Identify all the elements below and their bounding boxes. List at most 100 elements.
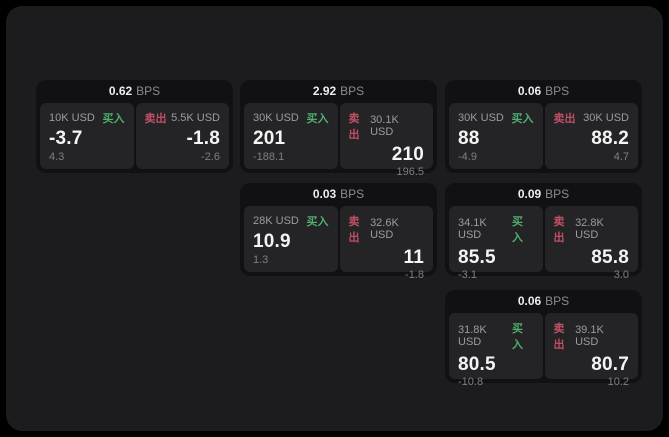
bps-unit-label: BPS — [340, 187, 365, 201]
sell-side-label: 卖出 — [553, 113, 576, 125]
buy-amount: 30K USD — [458, 112, 504, 124]
bps-unit-label: BPS — [340, 84, 365, 98]
buy-change: -188.1 — [253, 151, 285, 163]
sell-tile[interactable]: 卖出 32.6K USD 11 -1.8 — [339, 206, 433, 281]
sell-side-label: 卖出 — [553, 216, 565, 244]
buy-amount: 28K USD — [253, 215, 299, 227]
buy-change: -3.1 — [458, 268, 477, 281]
sell-amount: 32.8K USD — [575, 217, 604, 241]
buy-meta-row: 30K USD 买入 — [458, 110, 534, 126]
bps-header: 0.62 BPS — [40, 80, 229, 103]
bps-header: 0.03 BPS — [244, 183, 433, 206]
buy-side-label: 买入 — [511, 113, 534, 125]
buy-side-label: 买入 — [511, 323, 523, 351]
bps-unit-label: BPS — [545, 187, 570, 201]
buy-price: -3.7 — [49, 128, 83, 149]
sell-price: 80.7 — [591, 354, 629, 375]
buy-side-label: 买入 — [306, 113, 329, 125]
sell-price: 11 — [403, 247, 424, 268]
sell-price: -1.8 — [186, 128, 220, 149]
bps-value: 0.06 — [517, 294, 542, 308]
buy-tile[interactable]: 31.8K USD 买入 80.5 -10.8 — [449, 313, 543, 388]
sell-meta-row: 卖出 39.1K USD — [554, 320, 630, 352]
sell-tile[interactable]: 卖出 39.1K USD 80.7 10.2 — [544, 313, 638, 388]
quote-card: 0.62 BPS 10K USD 买入 -3.7 4.3 卖出 5.5K USD… — [36, 80, 233, 173]
sell-change: 3.0 — [613, 268, 629, 281]
bps-value: 0.62 — [108, 84, 133, 98]
bps-value: 2.92 — [312, 84, 337, 98]
bps-unit-label: BPS — [545, 84, 570, 98]
price-tiles: 30K USD 买入 88 -4.9 卖出 30K USD 88.2 4.7 — [449, 103, 638, 169]
buy-meta-row: 34.1K USD 买入 — [458, 213, 534, 245]
bps-unit-label: BPS — [136, 84, 161, 98]
bps-value: 0.03 — [312, 187, 337, 201]
bps-value: 0.06 — [517, 84, 542, 98]
buy-change: -10.8 — [458, 375, 484, 388]
sell-change: 4.7 — [613, 151, 629, 163]
sell-change: -1.8 — [405, 268, 424, 281]
sell-amount: 5.5K USD — [171, 112, 220, 124]
buy-tile[interactable]: 30K USD 买入 201 -188.1 — [244, 103, 338, 169]
buy-side-label: 买入 — [306, 216, 329, 228]
buy-price: 10.9 — [253, 231, 291, 252]
buy-side-label: 买入 — [102, 113, 125, 125]
bps-header: 0.06 BPS — [449, 290, 638, 313]
buy-change: 1.3 — [253, 254, 269, 266]
sell-tile[interactable]: 卖出 32.8K USD 85.8 3.0 — [544, 206, 638, 281]
sell-price: 210 — [391, 144, 424, 165]
price-tiles: 30K USD 买入 201 -188.1 卖出 30.1K USD 210 1… — [244, 103, 433, 178]
buy-tile[interactable]: 34.1K USD 买入 85.5 -3.1 — [449, 206, 543, 281]
buy-tile[interactable]: 30K USD 买入 88 -4.9 — [449, 103, 543, 169]
buy-price: 85.5 — [458, 247, 496, 268]
buy-price: 88 — [458, 128, 480, 149]
buy-meta-row: 30K USD 买入 — [253, 110, 329, 126]
bps-header: 2.92 BPS — [244, 80, 433, 103]
buy-tile[interactable]: 28K USD 买入 10.9 1.3 — [244, 206, 338, 272]
quote-card: 2.92 BPS 30K USD 买入 201 -188.1 卖出 30.1K … — [240, 80, 437, 178]
buy-amount: 31.8K USD — [458, 324, 487, 348]
sell-amount: 30.1K USD — [370, 114, 399, 138]
price-tiles: 10K USD 买入 -3.7 4.3 卖出 5.5K USD -1.8 -2.… — [40, 103, 229, 169]
sell-amount: 32.6K USD — [370, 217, 399, 241]
bps-value: 0.09 — [517, 187, 542, 201]
sell-side-label: 卖出 — [553, 323, 565, 351]
price-tiles: 31.8K USD 买入 80.5 -10.8 卖出 39.1K USD 80.… — [449, 313, 638, 388]
sell-meta-row: 卖出 30.1K USD — [349, 110, 425, 142]
sell-meta-row: 卖出 32.8K USD — [554, 213, 630, 245]
sell-amount: 39.1K USD — [575, 324, 604, 348]
sell-tile[interactable]: 卖出 30.1K USD 210 196.5 — [339, 103, 433, 178]
sell-price: 88.2 — [591, 128, 629, 149]
buy-change: 4.3 — [49, 151, 65, 163]
bps-header: 0.06 BPS — [449, 80, 638, 103]
sell-meta-row: 卖出 30K USD — [554, 110, 630, 126]
buy-amount: 34.1K USD — [458, 217, 487, 241]
sell-price: 85.8 — [591, 247, 629, 268]
buy-meta-row: 10K USD 买入 — [49, 110, 125, 126]
buy-meta-row: 28K USD 买入 — [253, 213, 329, 229]
price-tiles: 28K USD 买入 10.9 1.3 卖出 32.6K USD 11 -1.8 — [244, 206, 433, 281]
buy-amount: 30K USD — [253, 112, 299, 124]
sell-change: 10.2 — [607, 375, 629, 388]
sell-tile[interactable]: 卖出 30K USD 88.2 4.7 — [544, 103, 638, 169]
buy-tile[interactable]: 10K USD 买入 -3.7 4.3 — [40, 103, 134, 169]
quote-board: 0.62 BPS 10K USD 买入 -3.7 4.3 卖出 5.5K USD… — [6, 6, 663, 431]
buy-side-label: 买入 — [511, 216, 523, 244]
sell-side-label: 卖出 — [348, 216, 360, 244]
sell-change: -2.6 — [201, 151, 220, 163]
sell-side-label: 卖出 — [348, 113, 360, 141]
sell-tile[interactable]: 卖出 5.5K USD -1.8 -2.6 — [135, 103, 229, 169]
buy-price: 80.5 — [458, 354, 496, 375]
sell-amount: 30K USD — [583, 112, 629, 124]
sell-meta-row: 卖出 32.6K USD — [349, 213, 425, 245]
sell-meta-row: 卖出 5.5K USD — [145, 110, 221, 126]
bps-header: 0.09 BPS — [449, 183, 638, 206]
quote-card: 0.06 BPS 31.8K USD 买入 80.5 -10.8 卖出 39.1… — [445, 290, 642, 388]
quote-card: 0.06 BPS 30K USD 买入 88 -4.9 卖出 30K USD 8… — [445, 80, 642, 173]
quote-card: 0.09 BPS 34.1K USD 买入 85.5 -3.1 卖出 32.8K… — [445, 183, 642, 281]
bps-unit-label: BPS — [545, 294, 570, 308]
price-tiles: 34.1K USD 买入 85.5 -3.1 卖出 32.8K USD 85.8… — [449, 206, 638, 281]
buy-price: 201 — [253, 128, 286, 149]
sell-side-label: 卖出 — [144, 113, 167, 125]
buy-amount: 10K USD — [49, 112, 95, 124]
sell-change: 196.5 — [396, 165, 424, 178]
